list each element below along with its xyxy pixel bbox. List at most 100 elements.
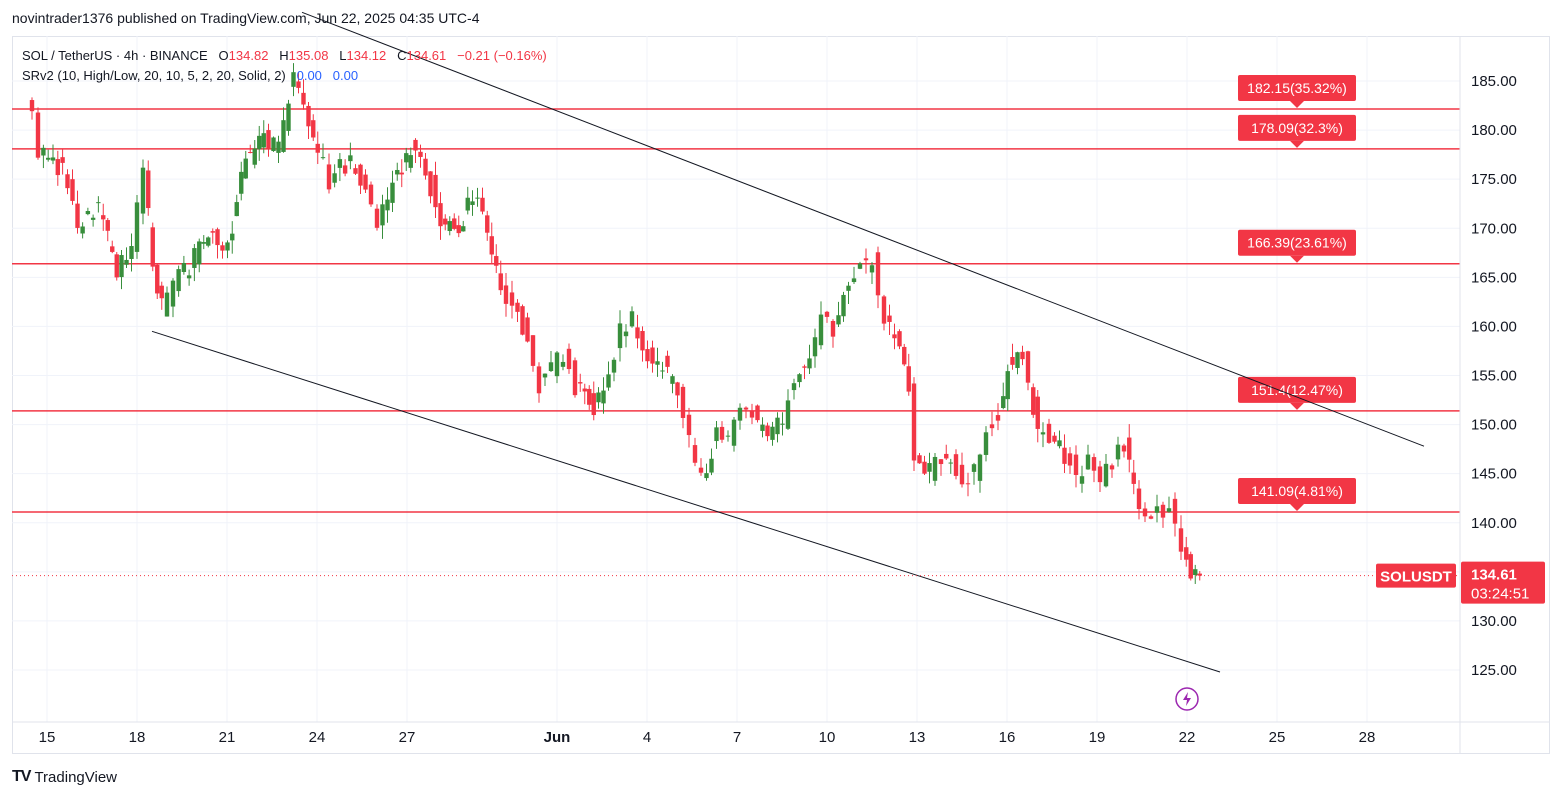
candle-body	[596, 392, 601, 403]
candle-body	[1121, 445, 1127, 452]
candle-body	[686, 414, 692, 436]
candle-body	[983, 432, 989, 455]
candle-body	[1073, 454, 1079, 475]
candle-body	[1188, 554, 1193, 579]
candle-body	[395, 169, 400, 175]
candle-body	[675, 382, 680, 396]
symbol-badge-label: SOLUSDT	[1380, 569, 1452, 586]
symbol-badge	[1376, 563, 1456, 588]
candle-body	[326, 164, 332, 190]
legend-open-value: 134.82	[228, 48, 269, 63]
candle-body	[892, 334, 897, 339]
candle-body	[181, 262, 187, 272]
candle-body	[749, 411, 755, 418]
y-tick-label: 165.00	[1471, 269, 1517, 286]
legend-change: −0.21 (−0.16%)	[457, 48, 547, 63]
candle-body	[296, 81, 301, 88]
candle-body	[1184, 547, 1189, 560]
level-label-pointer	[1290, 504, 1304, 512]
candle-body	[114, 254, 119, 278]
candle-body	[1131, 472, 1136, 484]
candle-body	[170, 280, 176, 307]
candle-body	[591, 393, 596, 416]
candle-body	[857, 263, 863, 269]
tradingview-logo-icon: TV	[12, 768, 31, 785]
level-label-pointer	[1290, 402, 1304, 410]
candle-body	[995, 415, 1001, 421]
legend-indicator-value-1: 0.00	[296, 68, 322, 83]
candle-body	[566, 348, 572, 370]
candle-body	[542, 373, 548, 378]
candle-body	[438, 203, 443, 227]
candle-body	[1178, 528, 1184, 552]
candle-body	[337, 159, 343, 168]
candle-body	[971, 464, 977, 472]
candle-body	[830, 320, 836, 337]
candle-body	[587, 388, 592, 405]
candle-body	[315, 143, 320, 153]
candle-body	[714, 427, 719, 442]
level-label: 166.39(23.61%)	[1247, 235, 1347, 251]
candle-body	[291, 72, 296, 87]
candle-body	[418, 151, 423, 157]
candle-body	[176, 269, 181, 292]
x-tick-label: 15	[39, 729, 56, 746]
candle-body	[261, 133, 266, 148]
candle-body	[1001, 396, 1006, 409]
candle-body	[465, 197, 470, 211]
legend-symbol[interactable]: SOL / TetherUS · 4h · BINANCE	[22, 48, 208, 63]
candle-body	[452, 218, 457, 229]
candle-body	[818, 314, 824, 346]
candle-body	[582, 388, 587, 392]
candle-body	[150, 227, 155, 267]
candle-body	[1148, 516, 1154, 519]
x-tick-label: 24	[309, 729, 326, 746]
legend-low-label: L	[339, 48, 347, 63]
y-tick-label: 125.00	[1471, 662, 1517, 679]
level-label-box	[1238, 229, 1356, 256]
footer-brand[interactable]: TV TradingView	[12, 768, 117, 786]
candle-body	[230, 233, 235, 241]
candle-body	[353, 168, 358, 174]
candle-body	[1010, 357, 1015, 365]
candle-body	[252, 148, 257, 165]
candle-body	[428, 171, 433, 197]
level-label-box	[1238, 478, 1356, 505]
candle-body	[1193, 569, 1198, 576]
y-tick-label: 145.00	[1471, 466, 1517, 483]
x-tick-label: Jun	[544, 729, 571, 746]
candle-body	[50, 157, 56, 161]
candle-body	[623, 331, 629, 337]
candle-body	[737, 407, 743, 421]
level-label: 151.4(12.47%)	[1251, 382, 1343, 398]
trendline-layer	[151, 11, 1425, 673]
legend-close-value: 134.61	[406, 48, 447, 63]
candle-body	[456, 225, 461, 234]
candle-body	[846, 285, 851, 291]
candle-body	[1025, 351, 1031, 383]
candle-body	[824, 311, 830, 317]
candle-body	[1079, 476, 1085, 484]
candle-body	[1005, 371, 1010, 400]
candle-body	[155, 264, 160, 294]
candle-body	[257, 135, 262, 150]
candle-body	[159, 285, 164, 299]
legend-indicator[interactable]: SRv2 (10, High/Low, 20, 10, 5, 2, 20, So…	[22, 68, 286, 83]
channel-trendline	[151, 330, 1221, 673]
chart-frame[interactable]	[12, 36, 1550, 754]
candle-body	[509, 292, 515, 306]
y-tick-label: 150.00	[1471, 417, 1517, 434]
candle-body	[146, 170, 151, 209]
candle-body	[770, 426, 775, 440]
candle-body	[1035, 396, 1040, 429]
candle-body	[665, 355, 670, 367]
candle-body	[959, 464, 965, 485]
candle-body	[1052, 435, 1057, 442]
candle-body	[413, 139, 418, 151]
x-tick-label: 22	[1179, 729, 1196, 746]
y-tick-label: 185.00	[1471, 73, 1517, 90]
level-label: 182.15(35.32%)	[1247, 80, 1347, 96]
candle-body	[433, 174, 438, 208]
candle-body	[520, 306, 525, 335]
